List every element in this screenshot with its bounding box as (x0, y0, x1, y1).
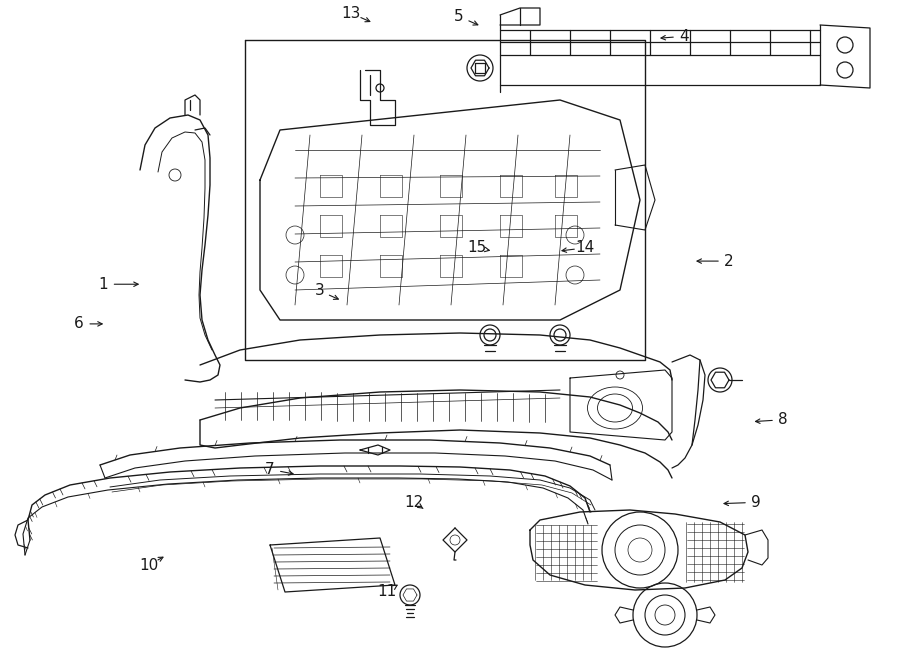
Text: 4: 4 (680, 29, 688, 44)
Text: 10: 10 (139, 558, 158, 572)
Text: 6: 6 (75, 317, 84, 331)
Text: 15: 15 (467, 241, 487, 255)
Text: 11: 11 (377, 584, 397, 599)
Text: 14: 14 (575, 241, 595, 255)
Text: 1: 1 (99, 277, 108, 292)
Text: 7: 7 (266, 462, 274, 477)
Text: 8: 8 (778, 412, 788, 427)
Text: 12: 12 (404, 495, 424, 510)
Text: 5: 5 (454, 9, 464, 24)
Text: 13: 13 (341, 6, 361, 20)
Text: 3: 3 (315, 284, 324, 298)
Text: 2: 2 (724, 254, 733, 268)
Text: 9: 9 (752, 495, 760, 510)
